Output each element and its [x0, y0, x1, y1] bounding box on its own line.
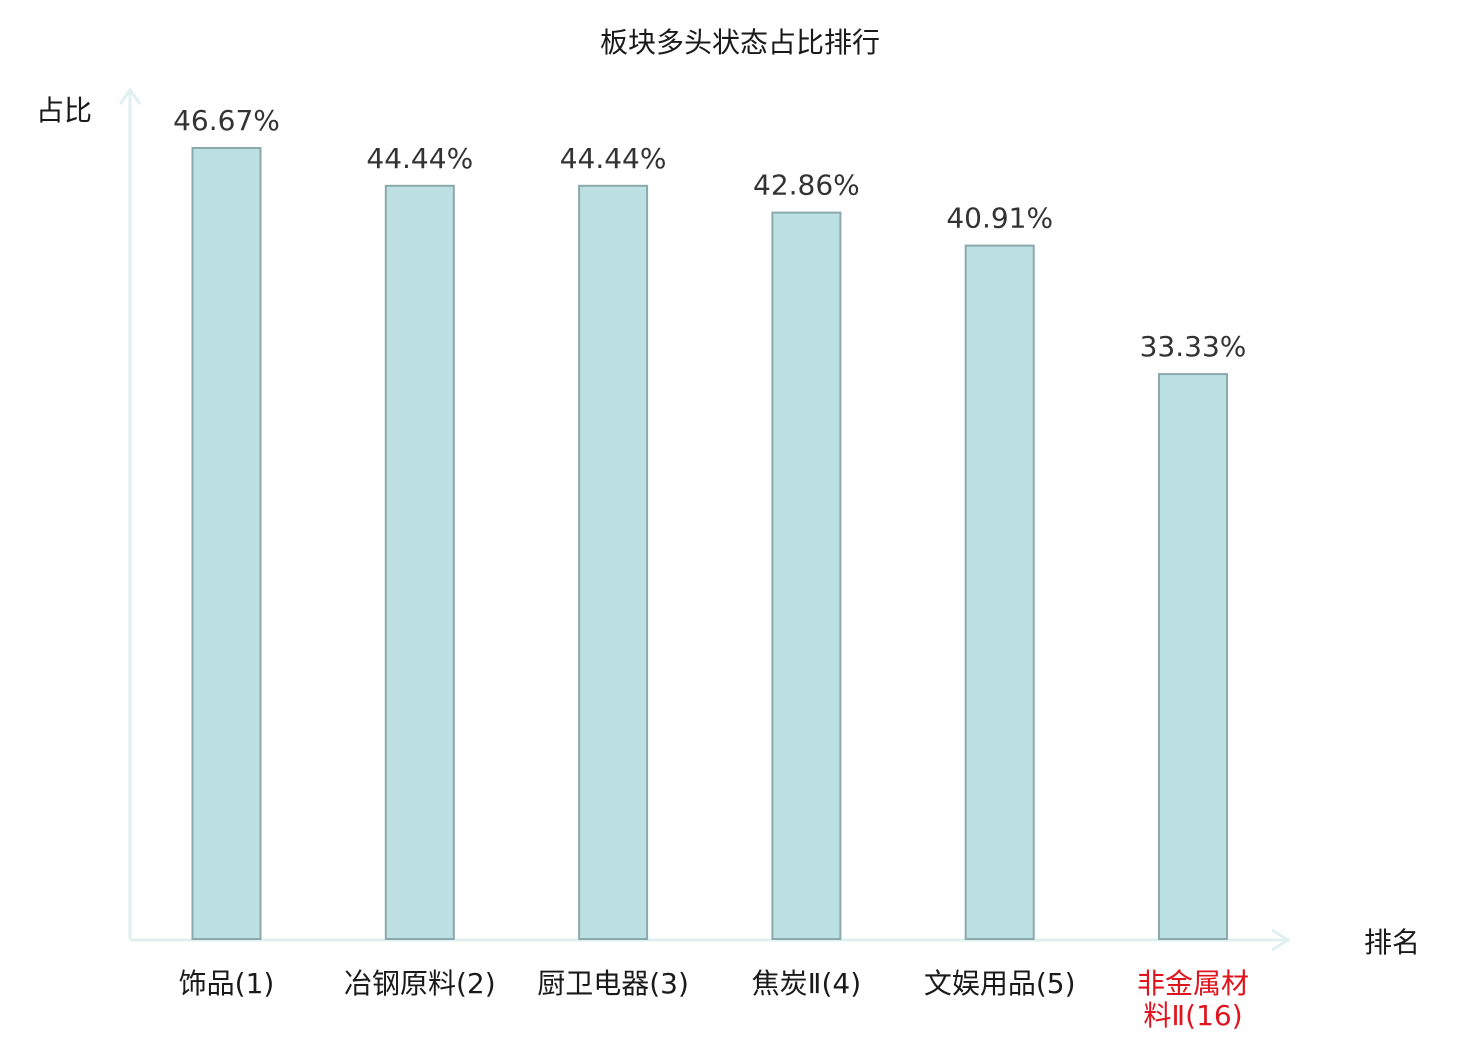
chart-title: 板块多头状态占比排行	[600, 26, 880, 59]
bar-3	[578, 184, 649, 941]
category-label-5: 文娱用品(5)	[924, 967, 1076, 1000]
category-label-4: 焦炭Ⅱ(4)	[752, 967, 861, 1000]
category-label-6-line-2: 料Ⅱ(16)	[1143, 999, 1242, 1032]
category-label-2: 冶钢原料(2)	[344, 967, 496, 1000]
bar-6	[1158, 373, 1228, 941]
y-axis-arrow	[118, 87, 142, 105]
bar-2	[384, 184, 455, 941]
category-label-1: 饰品(1)	[179, 967, 275, 1000]
value-label-2: 44.44%	[366, 142, 473, 175]
bar-1	[191, 147, 262, 940]
category-label-3: 厨卫电器(3)	[537, 967, 689, 1000]
value-label-6: 33.33%	[1140, 330, 1247, 363]
category-label-6-line-1: 非金属材	[1137, 967, 1249, 1000]
x-axis-arrow	[1271, 928, 1291, 952]
value-label-5: 40.91%	[946, 202, 1053, 235]
value-label-4: 42.86%	[753, 169, 860, 202]
bar-4	[771, 211, 842, 941]
x-axis-title: 排名	[1364, 926, 1420, 959]
category-labels-group: 饰品(1) 冶钢原料(2) 厨卫电器(3) 焦炭Ⅱ(4) 文娱用品(5) 非金属材料Ⅱ(1…	[179, 967, 1249, 1032]
bar-5	[964, 244, 1035, 941]
value-label-1: 46.67%	[173, 104, 280, 137]
value-label-3: 44.44%	[560, 142, 667, 175]
bars-group	[191, 147, 1228, 941]
y-axis-title: 占比	[36, 94, 92, 127]
value-labels-group: 46.67% 44.44% 44.44% 42.86% 40.91% 33.33%	[173, 104, 1246, 363]
